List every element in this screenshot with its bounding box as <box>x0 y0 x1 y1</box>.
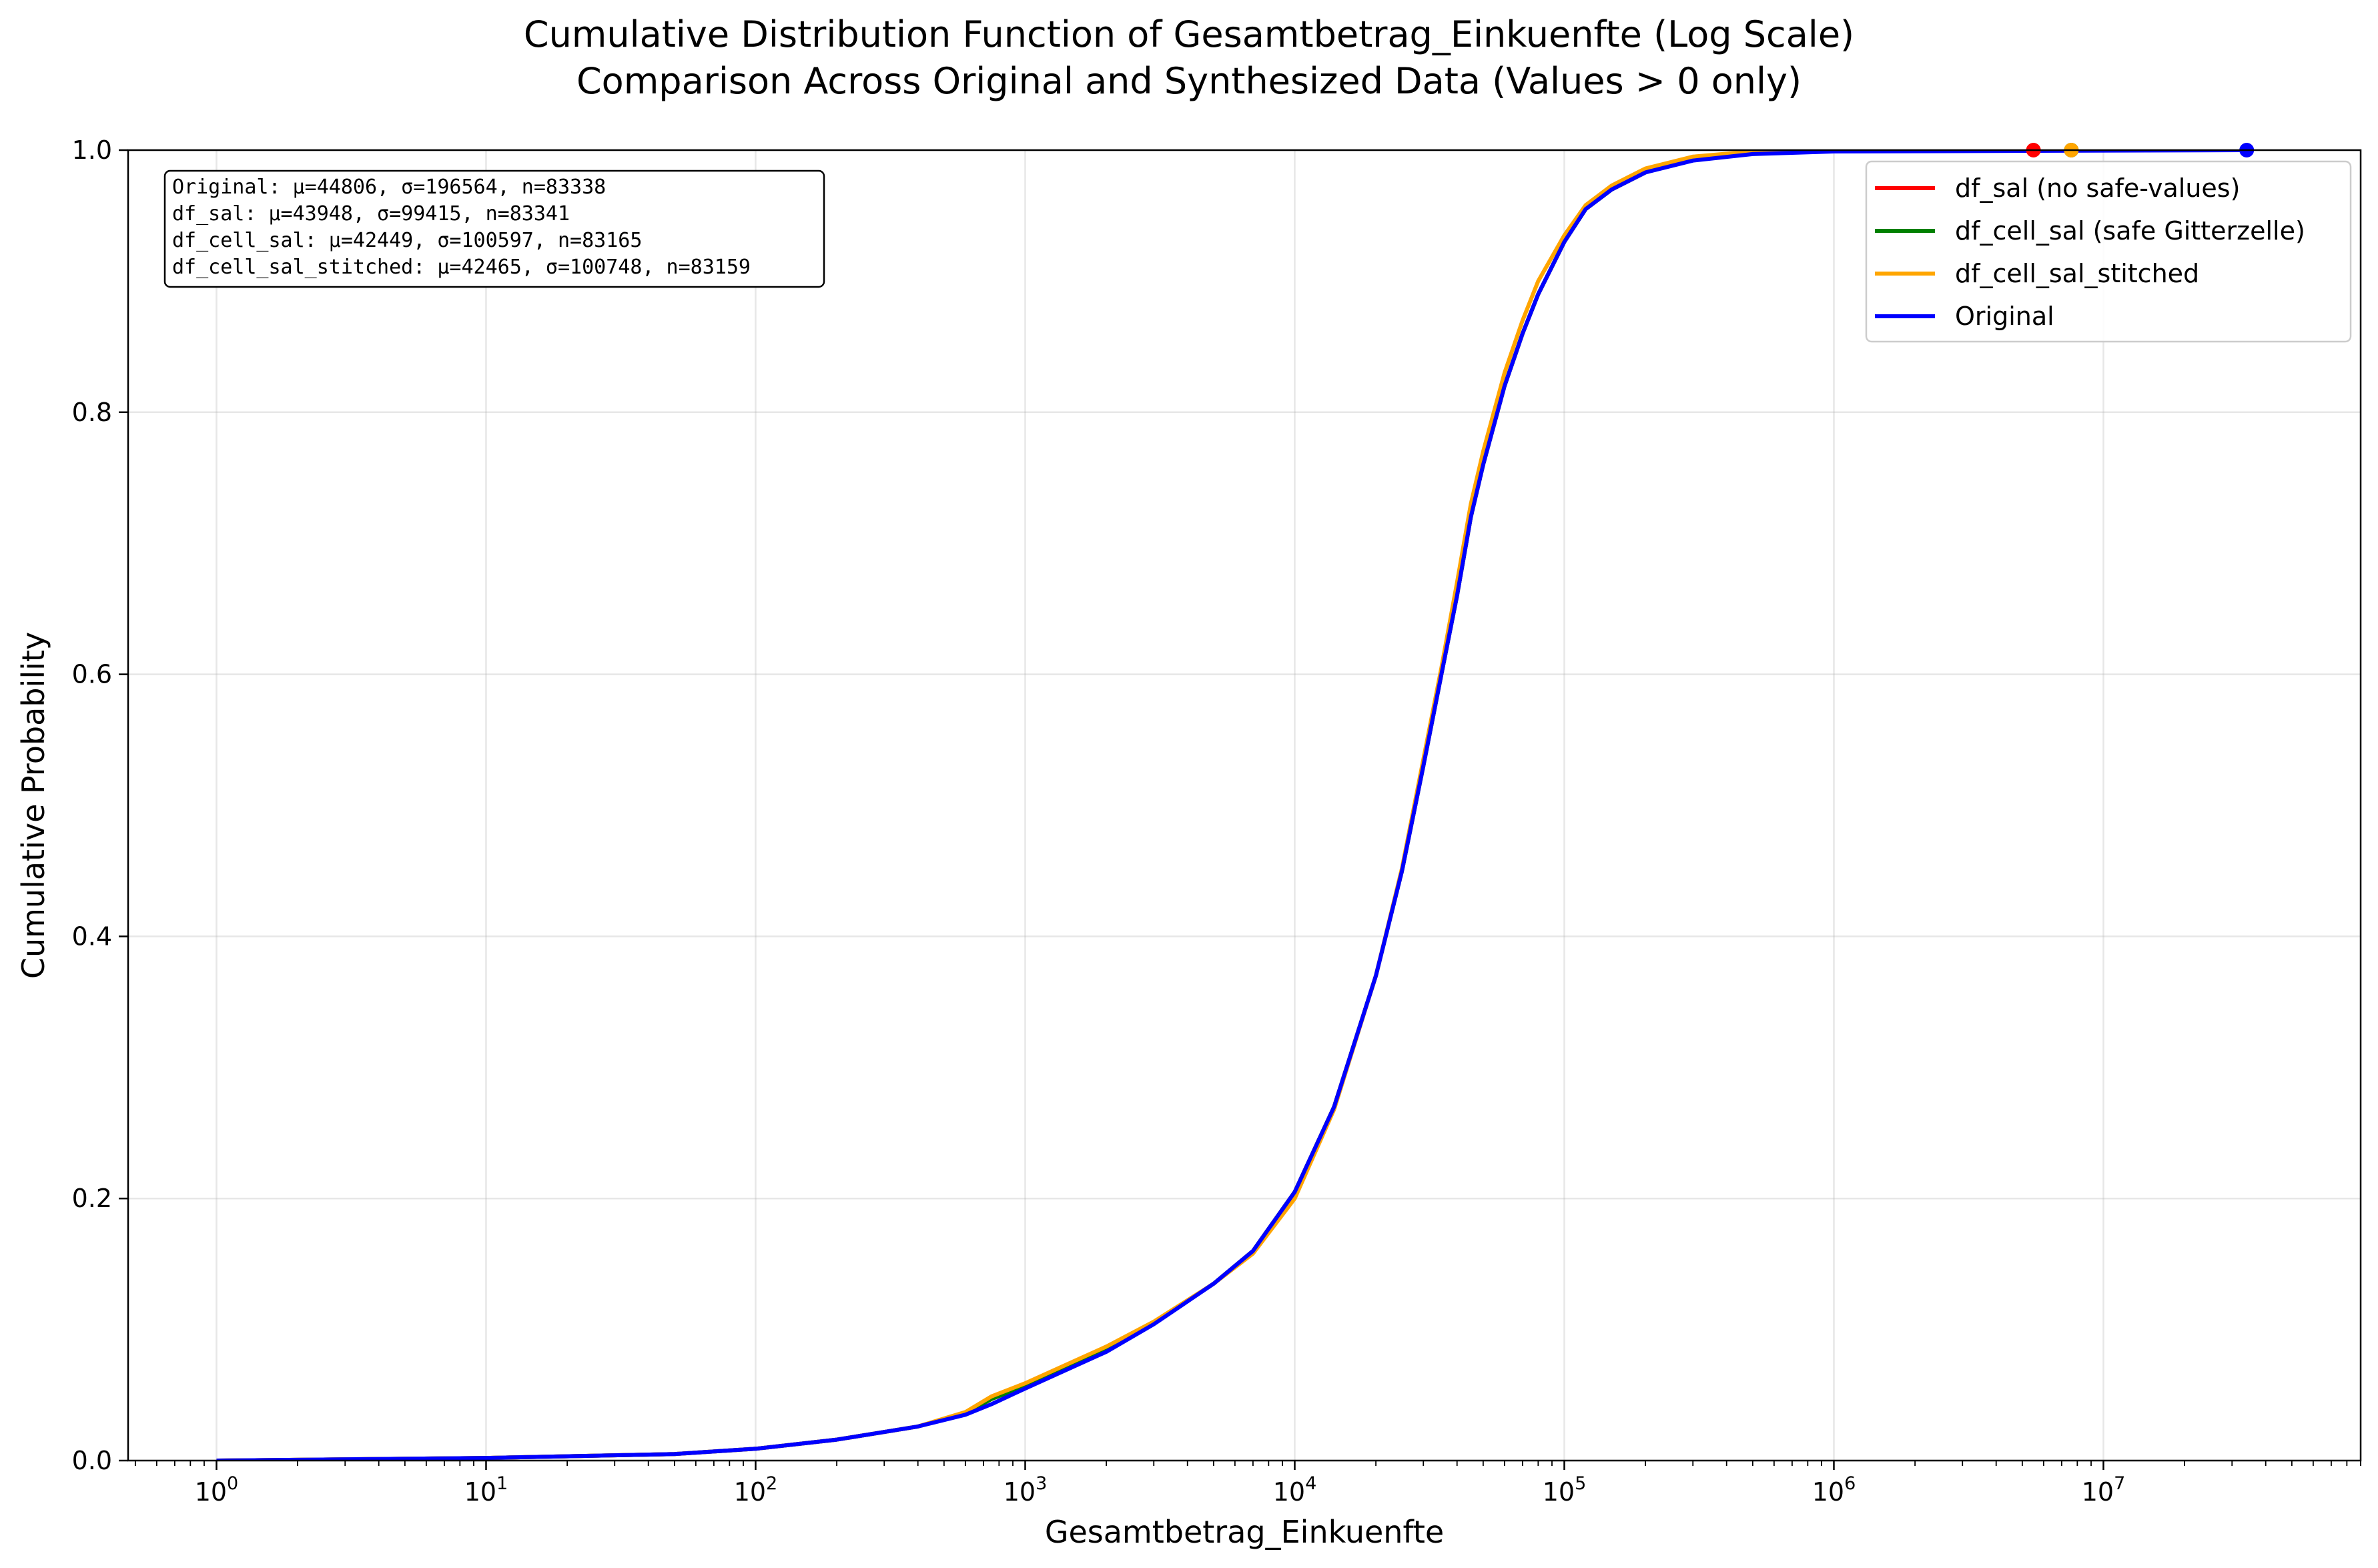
series-line-3 <box>216 150 2247 1461</box>
y-axis: 0.0 0.2 0.4 0.6 0.8 1.0 <box>72 135 128 1475</box>
x-tick-label: 104 <box>1273 1473 1317 1507</box>
x-minor-ticks <box>134 1461 2361 1466</box>
x-tick-label: 101 <box>464 1473 508 1507</box>
series-line-1 <box>216 150 2072 1461</box>
legend-label-df-sal: df_sal (no safe-values) <box>1955 173 2240 203</box>
series-line-2 <box>216 150 2072 1461</box>
legend-box <box>1865 160 2352 343</box>
series-line-0 <box>216 150 2034 1461</box>
y-tick-label: 0.8 <box>72 398 112 427</box>
legend-label-df-cell-sal-stitched: df_cell_sal_stitched <box>1955 259 2199 288</box>
chart-subtitle: Comparison Across Original and Synthesiz… <box>576 60 1802 102</box>
plot-frame <box>127 149 2362 1462</box>
stats-df-sal: df_sal: μ=43948, σ=99415, n=83341 <box>172 202 570 226</box>
x-tick-label: 107 <box>2082 1473 2126 1507</box>
x-axis-label: Gesamtbetrag_Einkuenfte <box>1045 1514 1444 1550</box>
stats-df-cell-sal-stitched: df_cell_sal_stitched: μ=42465, σ=100748,… <box>172 256 751 279</box>
stats-original: Original: μ=44806, σ=196564, n=83338 <box>172 175 606 199</box>
y-tick-label: 0.6 <box>72 660 112 689</box>
stats-df-cell-sal: df_cell_sal: μ=42449, σ=100597, n=83165 <box>172 229 642 252</box>
y-tick-label: 0.2 <box>72 1184 112 1213</box>
series-lines <box>216 150 2247 1461</box>
legend-label-df-cell-sal: df_cell_sal (safe Gitterzelle) <box>1955 216 2305 246</box>
grid-lines <box>128 149 2361 1462</box>
x-tick-label: 102 <box>734 1473 778 1507</box>
legend-label-original: Original <box>1955 302 2054 331</box>
chart-title: Cumulative Distribution Function of Gesa… <box>524 13 1854 55</box>
stats-box: Original: μ=44806, σ=196564, n=83338 df_… <box>163 169 825 288</box>
x-tick-label: 103 <box>1004 1473 1048 1507</box>
x-tick-label: 100 <box>195 1473 239 1507</box>
x-tick-label: 106 <box>1812 1473 1856 1507</box>
x-axis: 100 101 102 103 104 105 106 107 <box>195 1461 2126 1507</box>
y-tick-label: 1.0 <box>72 135 112 165</box>
y-axis-label: Cumulative Probability <box>15 632 51 979</box>
x-tick-label: 105 <box>1543 1473 1587 1507</box>
y-tick-label: 0.4 <box>72 921 112 951</box>
legend: df_sal (no safe-values) df_cell_sal (saf… <box>1865 160 2352 343</box>
y-tick-label: 0.0 <box>72 1446 112 1475</box>
